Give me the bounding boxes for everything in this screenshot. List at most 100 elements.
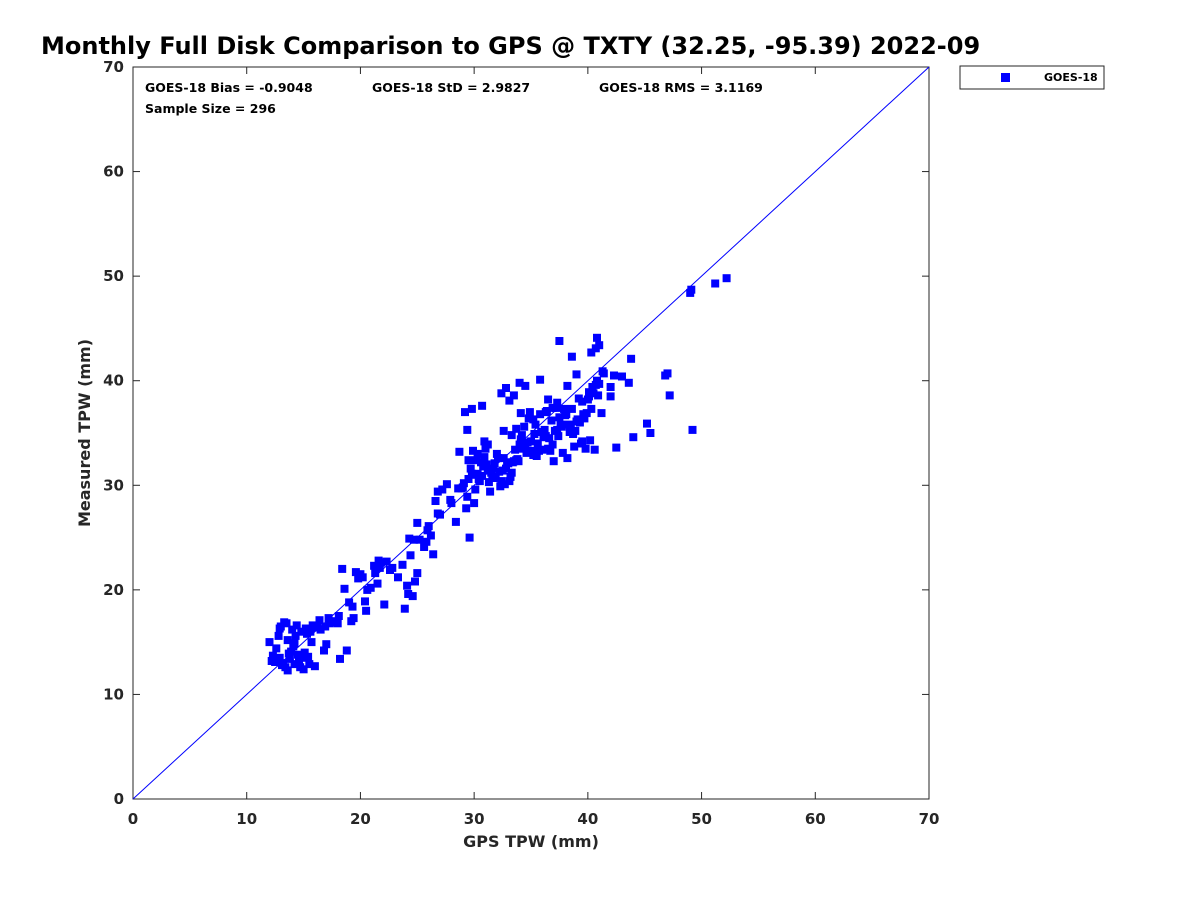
data-point <box>507 431 516 440</box>
data-point <box>296 663 305 672</box>
data-point <box>519 444 527 453</box>
data-point <box>324 614 333 623</box>
data-point <box>408 592 417 601</box>
data-point <box>688 425 697 434</box>
y-tick-label: 10 <box>103 685 124 703</box>
data-point <box>553 398 562 407</box>
data-point <box>484 478 493 487</box>
data-point <box>711 279 720 288</box>
data-point <box>558 448 567 457</box>
data-point <box>340 584 349 593</box>
data-point <box>505 396 514 405</box>
chart-title: Monthly Full Disk Comparison to GPS @ TX… <box>41 32 980 60</box>
data-point <box>280 618 289 627</box>
data-point <box>292 621 301 630</box>
data-point <box>521 381 530 390</box>
data-point <box>646 429 655 437</box>
data-point <box>537 428 546 436</box>
data-point <box>469 470 477 479</box>
y-tick-label: 60 <box>103 163 124 181</box>
data-point <box>283 666 292 675</box>
data-point <box>554 432 563 441</box>
data-point <box>610 371 618 380</box>
data-point <box>570 442 579 451</box>
data-point <box>354 574 363 583</box>
data-point <box>547 416 556 425</box>
y-tick-label: 40 <box>103 372 124 390</box>
data-point <box>481 444 490 453</box>
data-point <box>429 550 438 559</box>
data-point <box>511 445 520 454</box>
data-point <box>541 408 550 417</box>
data-point <box>587 404 596 413</box>
data-point <box>462 504 471 513</box>
data-point <box>512 424 521 433</box>
data-point <box>278 661 286 670</box>
legend-label-goes-18: GOES-18 <box>1044 71 1098 84</box>
data-point <box>506 472 515 481</box>
data-point <box>303 629 311 638</box>
data-point <box>423 526 432 535</box>
data-point <box>500 480 509 489</box>
data-point <box>413 518 422 527</box>
data-point <box>578 437 587 446</box>
data-point <box>465 533 474 542</box>
data-point <box>293 650 302 659</box>
data-point <box>487 468 496 477</box>
data-point <box>566 424 575 433</box>
data-point <box>528 446 537 455</box>
data-point <box>548 440 557 449</box>
data-point <box>591 380 600 389</box>
data-point <box>567 404 576 413</box>
data-point <box>415 535 424 544</box>
data-point <box>505 477 514 486</box>
data-point <box>578 397 587 406</box>
y-tick-label: 20 <box>103 581 124 599</box>
data-point <box>457 484 466 493</box>
data-point <box>316 625 325 634</box>
data-point <box>722 274 731 283</box>
data-point <box>598 367 607 376</box>
data-point <box>272 644 281 653</box>
x-axis-label: GPS TPW (mm) <box>463 832 599 851</box>
x-axis: 0 10 20 30 40 50 60 70 <box>128 67 940 828</box>
data-point <box>411 577 419 586</box>
x-tick-label: 70 <box>919 810 940 828</box>
data-point <box>530 430 539 438</box>
data-point <box>373 579 382 588</box>
data-point <box>370 561 379 570</box>
data-point <box>572 370 581 379</box>
data-point <box>394 573 402 582</box>
data-point <box>469 446 477 455</box>
data-point <box>629 433 638 442</box>
data-point <box>398 560 407 569</box>
y-tick-label: 70 <box>103 58 124 76</box>
data-point <box>586 436 595 445</box>
legend-box <box>959 65 1105 90</box>
data-point <box>553 425 562 434</box>
data-point <box>593 333 601 342</box>
data-point <box>516 409 525 418</box>
data-point <box>382 557 391 566</box>
data-point <box>606 383 615 391</box>
y-tick-label: 30 <box>103 476 124 494</box>
data-point <box>336 654 344 663</box>
data-point <box>463 492 472 501</box>
data-point <box>529 415 538 424</box>
data-point <box>424 522 433 531</box>
bias-stat: GOES-18 Bias = -0.9048 <box>145 80 313 95</box>
data-point <box>562 410 571 419</box>
data-point <box>536 410 545 419</box>
data-point <box>351 568 360 577</box>
data-point <box>470 499 479 508</box>
data-point <box>420 543 429 551</box>
data-point <box>304 652 313 661</box>
x-tick-label: 50 <box>691 810 712 828</box>
data-point <box>546 446 555 455</box>
data-point <box>555 413 564 422</box>
data-point <box>535 446 543 455</box>
data-point <box>463 425 472 434</box>
legend: GOES-18 <box>959 65 1105 90</box>
data-point <box>451 517 460 526</box>
data-point <box>349 614 358 623</box>
